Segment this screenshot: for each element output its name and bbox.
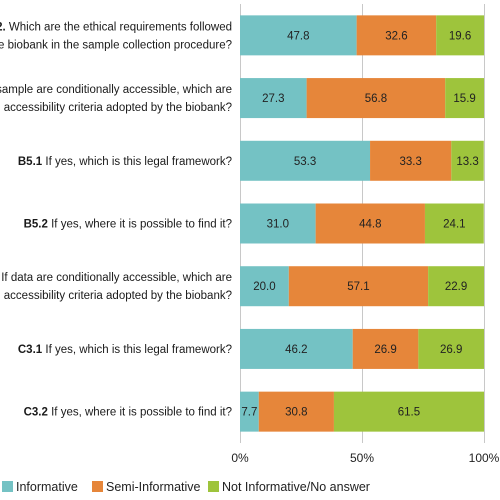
bar-segment <box>306 78 446 119</box>
data-label: 56.8 <box>365 93 387 105</box>
legend-swatch <box>2 481 13 492</box>
legend-swatch <box>208 481 219 492</box>
bar-segment <box>451 140 484 181</box>
category-code: B5.1 <box>18 156 46 168</box>
bar-segment <box>240 328 353 369</box>
bar-segment <box>240 203 316 244</box>
bar-segment <box>258 391 334 432</box>
bar-segment <box>240 15 357 56</box>
category-code: B2. <box>0 21 9 33</box>
data-label: 47.8 <box>287 30 309 42</box>
category-label: the accessibility criteria adopted by th… <box>0 290 232 302</box>
data-label: 27.3 <box>262 93 284 105</box>
category-text: If data are conditionally accessible, wh… <box>1 272 232 284</box>
x-axis: 0% 50% 100% <box>231 451 499 465</box>
bar-segment <box>240 140 371 181</box>
bar-segment <box>370 140 452 181</box>
data-label: 15.9 <box>453 93 475 105</box>
data-label: 22.9 <box>445 281 467 293</box>
data-label: 26.9 <box>374 344 396 356</box>
category-label: B2. Which are the ethical requirements f… <box>0 21 232 33</box>
bar-segment <box>315 203 425 244</box>
category-label: B5.2 If yes, where it is possible to fin… <box>24 219 232 231</box>
data-label: 46.2 <box>285 344 307 356</box>
bar-segment <box>288 266 429 307</box>
bar-segment <box>333 391 484 432</box>
legend-swatch <box>92 481 103 492</box>
bar-segment <box>240 266 289 307</box>
data-label: 31.0 <box>267 219 289 231</box>
data-label: 44.8 <box>359 219 381 231</box>
category-label: the accessibility criteria adopted by th… <box>0 102 232 114</box>
data-label: 61.5 <box>398 407 420 419</box>
bar-segment <box>418 328 484 369</box>
category-label: B4.1 If sample are conditionally accessi… <box>0 84 232 96</box>
bar-segment <box>356 15 437 56</box>
legend-label: Not Informative/No answer <box>222 480 370 494</box>
legend: Informative Semi-Informative Not Informati… <box>2 480 370 494</box>
category-code: B5.2 <box>24 219 52 231</box>
category-code: C3.1 <box>18 344 46 356</box>
data-label: 13.3 <box>456 156 478 168</box>
legend-label: Informative <box>16 480 78 494</box>
bar-segment <box>424 203 484 244</box>
bar-segment <box>352 328 419 369</box>
x-tick-label: 50% <box>350 451 374 465</box>
bar-segment <box>436 15 484 56</box>
category-text: If yes, where it is possible to find it? <box>51 407 232 419</box>
x-tick-label: 100% <box>469 451 500 465</box>
category-text: If yes, which is this legal framework? <box>45 344 232 356</box>
category-label: by the biobank in the sample collection … <box>0 39 232 51</box>
bar-segment <box>428 266 484 307</box>
x-tick-label: 0% <box>231 451 249 465</box>
data-label: 24.1 <box>443 219 465 231</box>
category-text: Which are the ethical requirements follo… <box>9 21 232 33</box>
data-label: 19.6 <box>449 30 471 42</box>
category-label: C2.1 If data are conditionally accessibl… <box>0 272 232 284</box>
data-label: 33.3 <box>399 156 421 168</box>
category-label: C3.2 If yes, where it is possible to fin… <box>24 407 232 419</box>
category-code: C2.1 <box>0 272 1 284</box>
data-label: 30.8 <box>285 407 307 419</box>
data-label: 32.6 <box>385 30 407 42</box>
category-label: B5.1 If yes, which is this legal framewo… <box>18 156 232 168</box>
data-label: 20.0 <box>253 281 275 293</box>
bar-segment <box>240 78 307 119</box>
category-text: If yes, where it is possible to find it? <box>51 219 232 231</box>
category-text: If sample are conditionally accessible, … <box>0 84 232 96</box>
data-label: 26.9 <box>440 344 462 356</box>
bars-layer: 47.8 32.6 19.6 27.3 56.8 15.9 53.3 33.3 13.3 31.0… <box>240 15 484 432</box>
data-label: 57.1 <box>347 281 369 293</box>
category-text: If yes, which is this legal framework? <box>45 156 232 168</box>
legend-label: Semi-Informative <box>106 480 201 494</box>
bar-segment <box>445 78 484 119</box>
data-label: 53.3 <box>294 156 316 168</box>
category-label: C3.1 If yes, which is this legal framewo… <box>18 344 232 356</box>
category-labels: B2. Which are the ethical requirements f… <box>0 21 232 418</box>
bar-segment <box>240 391 259 432</box>
data-label: 7.7 <box>241 407 257 419</box>
category-code: C3.2 <box>24 407 52 419</box>
